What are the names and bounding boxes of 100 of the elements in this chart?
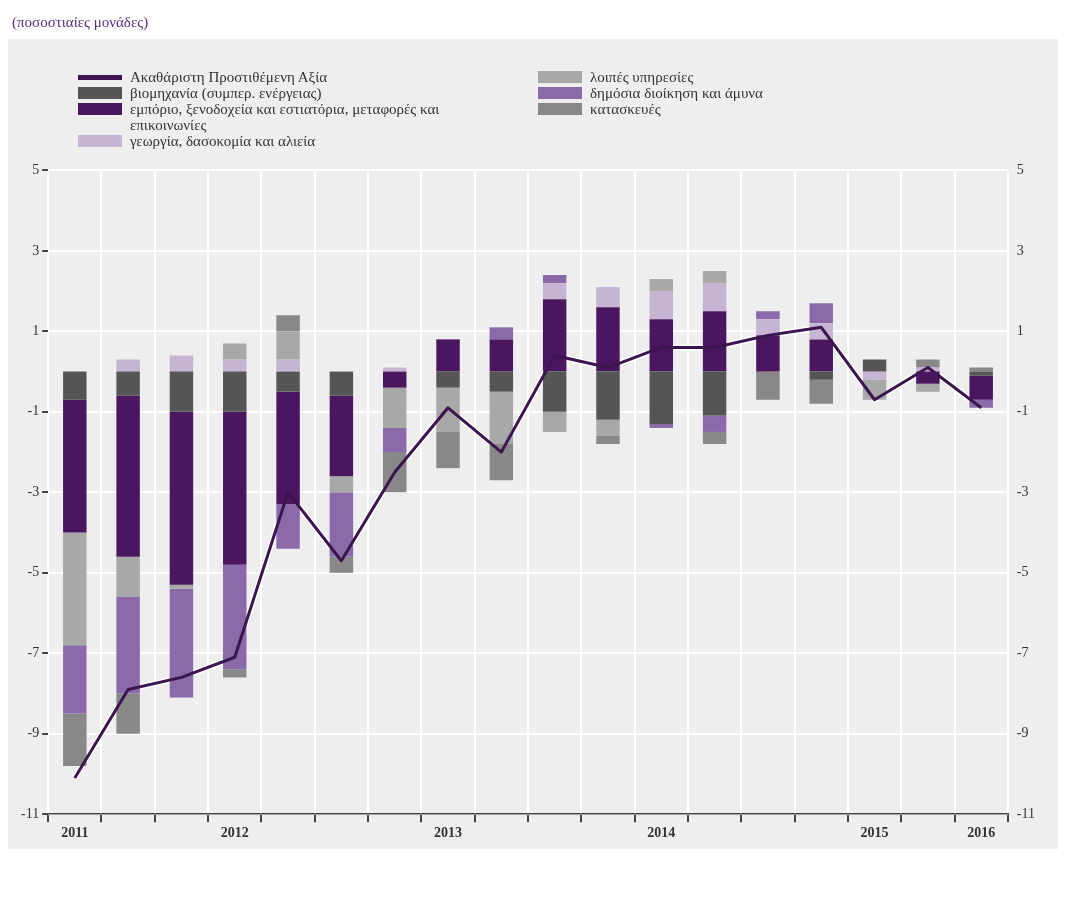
bar	[756, 319, 780, 336]
bar	[969, 371, 993, 376]
x-tick-label: 2012	[220, 825, 249, 841]
bar	[116, 556, 140, 597]
bar	[276, 504, 300, 549]
bar	[542, 299, 567, 372]
x-tick-label: 2013	[434, 825, 463, 841]
bar	[223, 371, 247, 412]
bar	[63, 371, 87, 400]
bar	[702, 311, 727, 372]
bar	[116, 371, 140, 396]
bar	[382, 367, 407, 372]
bar	[223, 411, 247, 565]
bar	[436, 339, 460, 372]
bar	[276, 391, 300, 505]
bar	[169, 371, 194, 412]
bar	[223, 359, 247, 372]
bar	[702, 431, 727, 445]
y2-tick-label: -7	[1016, 644, 1029, 660]
bar	[916, 359, 940, 368]
bar	[489, 391, 514, 445]
bar	[649, 279, 674, 292]
y-tick-label: 1	[32, 323, 40, 339]
bar	[382, 427, 407, 453]
bar	[329, 556, 354, 573]
bar	[436, 387, 460, 432]
bar	[702, 283, 727, 312]
bar	[63, 713, 87, 766]
bar	[489, 371, 514, 392]
x-tick-label: 2011	[61, 825, 89, 841]
bar	[116, 693, 140, 734]
bar	[223, 564, 247, 670]
y-tick-label: -7	[27, 644, 40, 660]
bar	[702, 415, 727, 432]
y2-tick-label: -9	[1016, 725, 1029, 741]
bar	[63, 532, 87, 646]
bar	[223, 343, 247, 360]
bar	[329, 476, 354, 493]
bar	[542, 411, 567, 432]
bar	[542, 283, 567, 300]
y2-tick-label: -5	[1016, 564, 1029, 580]
bar	[223, 669, 247, 678]
bar	[649, 319, 674, 372]
bar	[969, 367, 993, 372]
bar	[436, 371, 460, 388]
y2-tick-label: 5	[1016, 162, 1024, 178]
bar	[489, 339, 514, 372]
bar	[169, 584, 194, 589]
bar	[489, 444, 514, 481]
legend-label: λοιπές υπηρεσίες	[590, 69, 694, 85]
bar	[489, 327, 514, 340]
bar	[169, 411, 194, 585]
bar	[63, 399, 87, 533]
bar	[809, 371, 833, 380]
bar	[382, 371, 407, 388]
y-tick-label: -3	[27, 483, 40, 499]
y2-tick-label: -11	[1016, 805, 1036, 821]
bar	[809, 379, 833, 404]
legend-label: γεωργία, δασοκομία και αλιεία	[130, 133, 316, 149]
bar	[382, 387, 407, 428]
legend-label: δημόσια διοίκηση και άμυνα	[590, 85, 763, 101]
bar	[116, 359, 140, 372]
bar	[63, 645, 87, 714]
y2-tick-label: -3	[1016, 483, 1029, 499]
bar	[596, 287, 620, 308]
bar	[276, 315, 300, 332]
bar	[756, 311, 780, 320]
y2-tick-label: 1	[1016, 323, 1024, 339]
bar	[276, 359, 300, 372]
legend-label: βιομηχανία (συμπερ. ενέργειας)	[130, 85, 322, 101]
x-tick-label: 2015	[860, 825, 889, 841]
bar	[116, 596, 140, 694]
bar	[916, 383, 940, 392]
bar	[542, 275, 567, 284]
bar	[809, 303, 833, 324]
bar	[862, 371, 887, 380]
bar	[596, 371, 620, 420]
y2-tick-label: 3	[1016, 242, 1024, 258]
bar	[756, 371, 780, 400]
x-tick-label: 2016	[967, 825, 996, 841]
y2-tick-label: -1	[1016, 403, 1029, 419]
x-tick-label: 2014	[647, 825, 676, 841]
y-tick-label: -5	[27, 564, 40, 580]
bar	[596, 307, 620, 372]
bar	[862, 359, 887, 372]
y-tick-label: 3	[32, 242, 40, 258]
bar	[329, 492, 354, 557]
y-tick-label: 5	[32, 162, 40, 178]
bar	[969, 375, 993, 400]
bar	[756, 335, 780, 372]
bar	[649, 291, 674, 320]
bar	[649, 371, 674, 424]
text: (ποσοστιαίες μονάδες)	[12, 14, 149, 30]
bar	[329, 395, 354, 477]
y-tick-label: -11	[20, 805, 40, 821]
bar	[169, 355, 194, 372]
bar	[542, 371, 567, 412]
bar	[116, 395, 140, 557]
bar	[276, 371, 300, 392]
bar	[169, 588, 194, 698]
